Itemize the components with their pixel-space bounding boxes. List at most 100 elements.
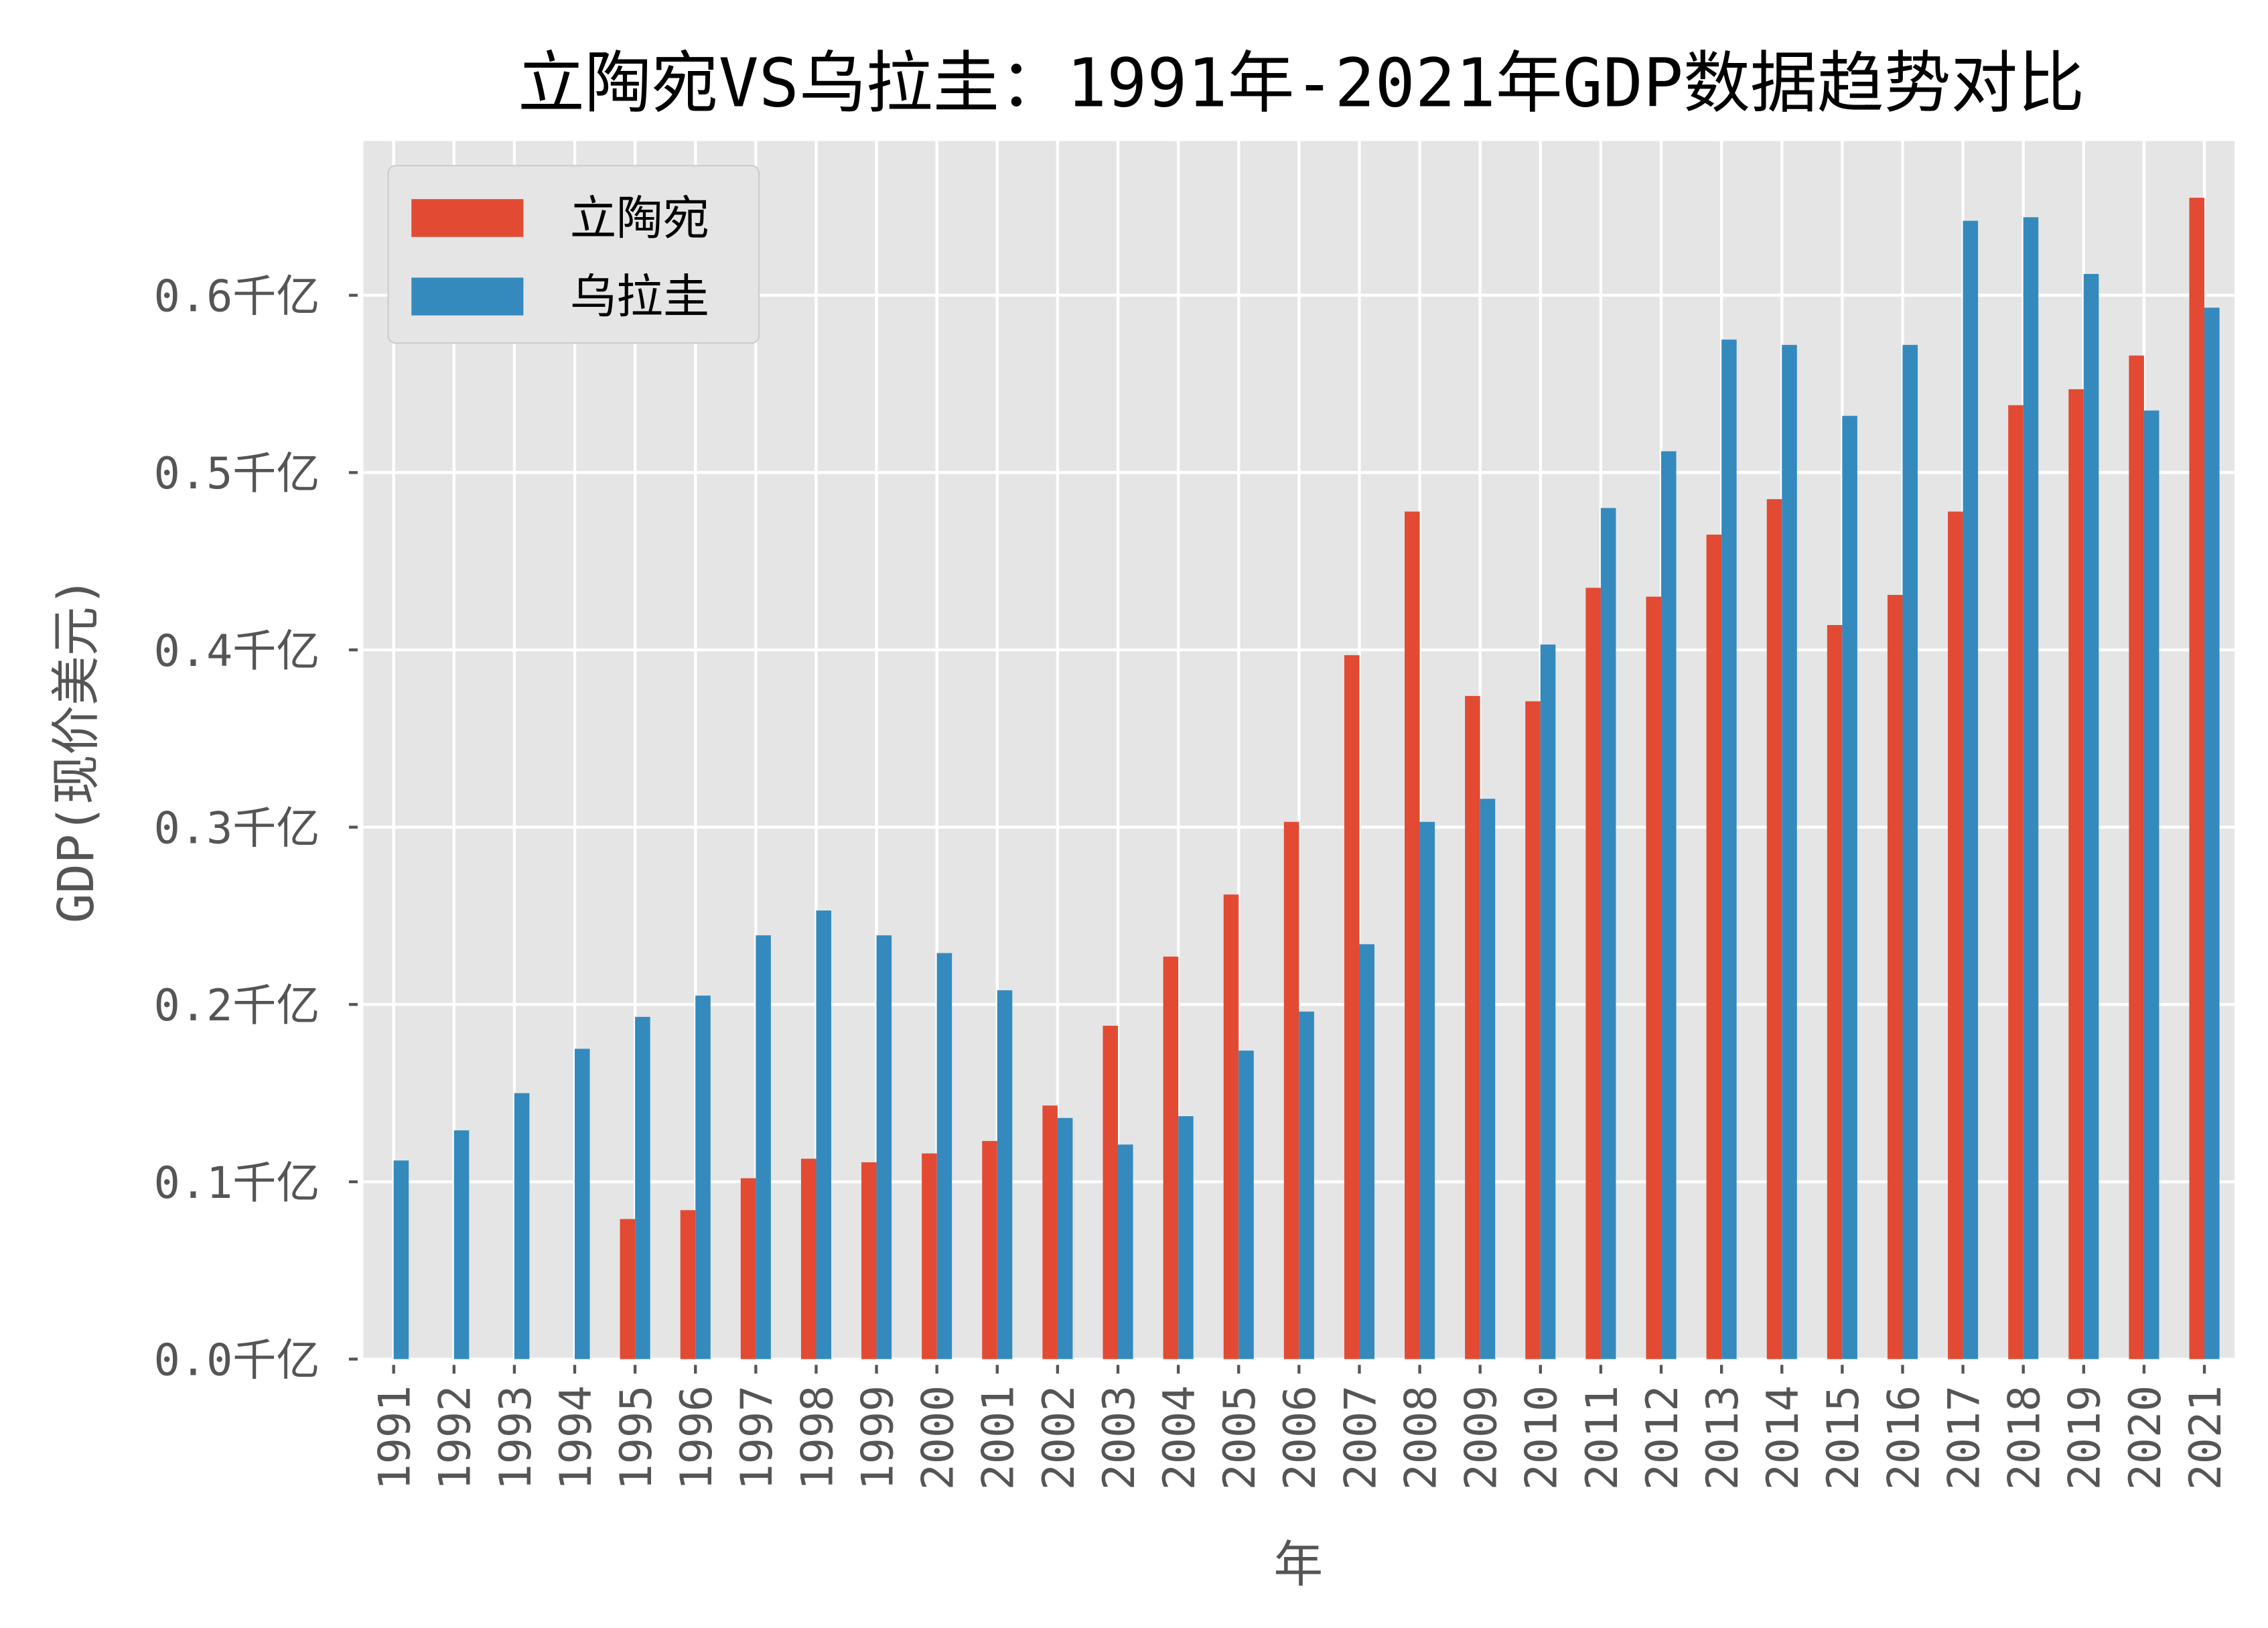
bar-lithuania-1997 xyxy=(740,1178,756,1359)
bar-uruguay-2008 xyxy=(1419,821,1435,1359)
bar-uruguay-2009 xyxy=(1480,799,1496,1359)
bar-lithuania-2014 xyxy=(1766,499,1782,1359)
bar-uruguay-2016 xyxy=(1902,344,1918,1359)
y-tick-label: 0.6千亿 xyxy=(154,272,320,322)
bar-lithuania-2011 xyxy=(1585,588,1601,1359)
legend-label-uruguay: 乌拉圭 xyxy=(570,270,709,324)
bar-uruguay-2019 xyxy=(2083,273,2099,1359)
bar-lithuania-2017 xyxy=(1948,511,1963,1359)
legend-swatch-uruguay xyxy=(411,277,524,316)
x-tick-label: 1995 xyxy=(612,1385,662,1491)
bar-uruguay-2012 xyxy=(1661,451,1677,1359)
bar-lithuania-2001 xyxy=(982,1141,997,1359)
x-tick-label: 2013 xyxy=(1698,1385,1748,1491)
bar-uruguay-2006 xyxy=(1299,1011,1314,1359)
x-tick-label: 2021 xyxy=(2181,1385,2231,1491)
bar-lithuania-1999 xyxy=(861,1162,877,1359)
bars xyxy=(393,198,2220,1359)
bar-uruguay-1998 xyxy=(816,910,831,1359)
y-tick-label: 0.1千亿 xyxy=(154,1158,320,1209)
bar-lithuania-2000 xyxy=(922,1153,937,1359)
bar-uruguay-2014 xyxy=(1782,344,1797,1359)
x-tick-label: 1992 xyxy=(431,1385,481,1491)
bar-uruguay-1991 xyxy=(393,1160,409,1359)
x-tick-label: 2009 xyxy=(1457,1385,1507,1491)
bar-uruguay-1996 xyxy=(695,996,711,1359)
y-tick-label: 0.5千亿 xyxy=(154,449,320,499)
x-tick-label: 2000 xyxy=(914,1385,964,1491)
bar-lithuania-2009 xyxy=(1465,695,1480,1359)
x-tick-label: 2015 xyxy=(1819,1385,1869,1491)
x-tick-label: 2020 xyxy=(2121,1385,2171,1491)
bar-uruguay-2003 xyxy=(1118,1144,1133,1359)
bar-uruguay-2007 xyxy=(1359,944,1374,1359)
bar-uruguay-1994 xyxy=(575,1048,590,1359)
x-tick-label: 2018 xyxy=(2000,1385,2050,1491)
bar-lithuania-2003 xyxy=(1103,1026,1119,1359)
bar-lithuania-2015 xyxy=(1827,624,1843,1359)
legend-swatch-lithuania xyxy=(411,199,524,237)
x-tick-label: 2014 xyxy=(1758,1385,1809,1491)
bar-uruguay-1993 xyxy=(514,1093,530,1359)
bar-uruguay-1992 xyxy=(453,1130,470,1359)
bar-uruguay-2013 xyxy=(1721,339,1737,1359)
bar-uruguay-1999 xyxy=(876,935,892,1359)
bar-uruguay-2021 xyxy=(2204,308,2220,1359)
x-tick-label: 2002 xyxy=(1034,1385,1084,1491)
bar-lithuania-2020 xyxy=(2129,355,2144,1359)
bar-uruguay-2002 xyxy=(1057,1117,1073,1359)
x-axis-label: 年 xyxy=(1273,1537,1323,1594)
bar-lithuania-1998 xyxy=(800,1158,817,1359)
bar-uruguay-2000 xyxy=(936,953,952,1359)
bar-uruguay-2018 xyxy=(2023,217,2039,1359)
y-axis-label: GDP(现价美元) xyxy=(48,577,105,923)
x-tick-label: 2011 xyxy=(1577,1385,1628,1491)
y-axis: 0.0千亿 0.1千亿 0.2千亿 0.3千亿 0.4千亿 0.5千亿 0.6千亿 xyxy=(154,272,358,1385)
bar-uruguay-2017 xyxy=(1963,220,1979,1359)
y-tick-label: 0.2千亿 xyxy=(154,981,320,1031)
x-tick-label: 2012 xyxy=(1638,1385,1688,1491)
bar-lithuania-2012 xyxy=(1646,596,1662,1359)
bar-lithuania-2021 xyxy=(2189,198,2205,1359)
y-tick-label: 0.3千亿 xyxy=(154,804,320,854)
bar-lithuania-2002 xyxy=(1042,1105,1058,1359)
bar-uruguay-2020 xyxy=(2143,410,2159,1359)
bar-lithuania-2010 xyxy=(1525,701,1541,1359)
legend: 立陶宛 乌拉圭 xyxy=(387,165,760,344)
bar-uruguay-2005 xyxy=(1238,1050,1254,1359)
bar-lithuania-1996 xyxy=(680,1210,696,1359)
x-tick-label: 2008 xyxy=(1396,1385,1446,1491)
x-tick-label: 1996 xyxy=(672,1385,722,1491)
bar-lithuania-2007 xyxy=(1344,655,1360,1359)
bar-lithuania-2004 xyxy=(1163,956,1179,1359)
bar-uruguay-2004 xyxy=(1178,1116,1194,1359)
x-tick-label: 2006 xyxy=(1275,1385,1326,1491)
bar-lithuania-2005 xyxy=(1223,894,1239,1359)
x-tick-label: 2003 xyxy=(1094,1385,1145,1491)
x-tick-label: 2019 xyxy=(2060,1385,2111,1491)
x-tick-label: 2007 xyxy=(1336,1385,1386,1491)
x-tick-label: 2016 xyxy=(1879,1385,1929,1491)
bar-lithuania-2008 xyxy=(1405,511,1420,1359)
bar-uruguay-2001 xyxy=(997,990,1013,1359)
bar-uruguay-1995 xyxy=(635,1016,650,1359)
x-tick-label: 1998 xyxy=(792,1385,843,1491)
x-tick-label: 1997 xyxy=(732,1385,782,1491)
bar-uruguay-2010 xyxy=(1540,645,1556,1359)
x-tick-label: 1991 xyxy=(370,1385,421,1491)
bar-lithuania-2016 xyxy=(1887,594,1903,1359)
bar-lithuania-2019 xyxy=(2068,389,2084,1359)
bar-uruguay-2011 xyxy=(1600,508,1616,1359)
y-tick-label: 0.0千亿 xyxy=(154,1335,320,1385)
bar-uruguay-1997 xyxy=(756,935,771,1359)
x-tick-label: 1993 xyxy=(491,1385,541,1491)
x-tick-label: 1994 xyxy=(551,1385,601,1491)
bar-lithuania-1995 xyxy=(620,1219,636,1359)
x-tick-label: 2001 xyxy=(974,1385,1024,1491)
x-tick-label: 2017 xyxy=(1939,1385,1989,1491)
bar-lithuania-2006 xyxy=(1283,821,1299,1359)
x-axis: 1991 1992 1993 1994 1995 1996 1997 1998 1999 2000… xyxy=(370,1365,2231,1490)
bar-lithuania-2018 xyxy=(2008,405,2024,1359)
x-tick-label: 2004 xyxy=(1155,1385,1205,1491)
